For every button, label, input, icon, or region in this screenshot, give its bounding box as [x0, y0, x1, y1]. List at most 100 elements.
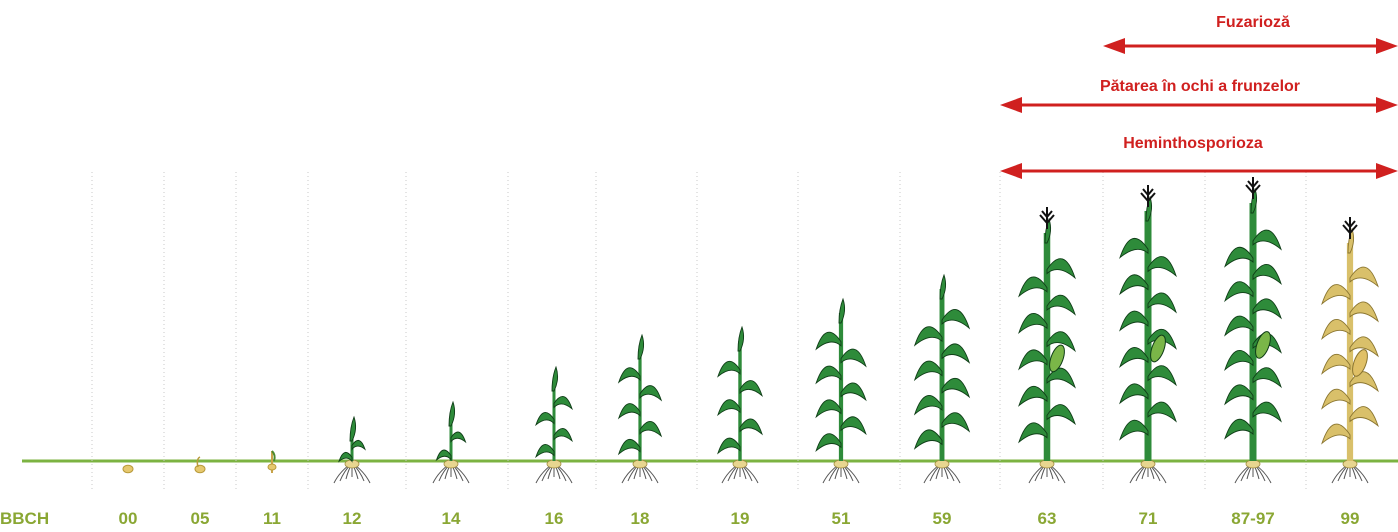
leaf	[271, 450, 276, 462]
seed	[267, 463, 277, 471]
disease-range-arrow	[1103, 38, 1398, 54]
stage-label: 00	[118, 509, 138, 528]
leaf	[717, 437, 741, 455]
stage-label: 63	[1037, 509, 1057, 528]
stage-label: 71	[1138, 509, 1158, 528]
leaf	[1349, 336, 1379, 358]
leaf	[338, 452, 353, 463]
leaf	[840, 382, 867, 402]
disease-label: Heminthosporioza	[1123, 135, 1263, 152]
leaf	[639, 385, 663, 402]
leaf	[450, 431, 467, 444]
tassel	[1342, 217, 1358, 239]
corn-plant-icon	[333, 415, 371, 484]
leaf	[1224, 418, 1254, 440]
top-leaf	[737, 325, 745, 352]
corn-plant-icon	[617, 333, 663, 484]
leaf	[1349, 266, 1379, 288]
leaf	[535, 444, 555, 459]
arrow-head-right	[1376, 163, 1398, 179]
arrow-head-right	[1376, 97, 1398, 113]
leaf	[1224, 281, 1254, 303]
leaf	[1147, 292, 1177, 314]
leaf	[1224, 315, 1254, 337]
leaf	[1018, 386, 1048, 407]
leaf	[1119, 238, 1149, 259]
leaf	[1119, 383, 1149, 405]
leaf	[617, 367, 641, 384]
leaf	[1119, 419, 1149, 441]
corn-plant-icon	[1018, 207, 1076, 484]
leaf	[1252, 298, 1282, 320]
disease-range-arrow	[1000, 163, 1398, 179]
arrow-head-left	[1000, 97, 1022, 113]
top-leaf	[939, 273, 947, 300]
root-crown	[1245, 459, 1261, 469]
leaf	[1119, 310, 1149, 332]
leaf	[435, 449, 452, 462]
leaf	[840, 348, 867, 368]
leaf	[941, 377, 971, 399]
leaf	[1349, 301, 1379, 323]
disease-range-arrow	[1000, 97, 1398, 113]
seed-icon	[122, 464, 134, 474]
top-leaf	[448, 400, 456, 427]
leaf	[1321, 423, 1351, 445]
stage-label: 19	[730, 509, 750, 528]
leaf	[553, 428, 573, 443]
root-crown	[732, 459, 748, 469]
cob	[1255, 331, 1271, 359]
leaf	[617, 403, 641, 420]
stage-label: 12	[342, 509, 362, 528]
leaf	[1147, 256, 1177, 278]
leaf	[913, 429, 943, 450]
sprout-icon	[267, 450, 277, 473]
leaf	[1321, 388, 1351, 410]
leaf	[941, 309, 971, 330]
root-crown	[934, 459, 950, 469]
corn-plant-icon	[717, 325, 763, 484]
arrow-head-left	[1000, 163, 1022, 179]
stage-label: 11	[263, 509, 281, 528]
leaf	[1119, 347, 1149, 369]
leaf	[1147, 401, 1177, 423]
root-crown	[1342, 459, 1358, 469]
stage-label: 99	[1340, 509, 1360, 528]
leaf	[1252, 229, 1282, 251]
cob	[1049, 344, 1065, 373]
leaf	[351, 440, 366, 451]
leaf	[913, 360, 943, 382]
root-crown	[1140, 459, 1156, 469]
leaf	[1349, 406, 1379, 428]
leaf	[1046, 331, 1076, 353]
top-leaf	[551, 365, 559, 392]
leaf	[840, 416, 867, 436]
leaf	[1321, 284, 1351, 306]
disease-label: Pătarea în ochi a frunzelor	[1099, 78, 1301, 95]
leaf	[913, 326, 943, 347]
leaf	[1119, 274, 1149, 296]
leaf	[1018, 313, 1048, 334]
dry-corn-plant-icon	[1321, 217, 1379, 484]
leaf	[1252, 401, 1282, 423]
root-crown	[1039, 459, 1055, 469]
top-leaf	[1347, 227, 1355, 254]
corn-plant-icon	[913, 273, 971, 484]
leaf	[1224, 246, 1254, 268]
leaf	[1224, 384, 1254, 406]
bbch-axis-label: BBCH	[0, 509, 50, 528]
corn-plant-icon	[1224, 177, 1282, 484]
tassel	[1039, 207, 1055, 229]
leaf	[1018, 276, 1048, 298]
tassel	[1140, 185, 1156, 207]
seed-icon	[194, 456, 206, 474]
leaf	[1046, 294, 1076, 316]
leaf	[1252, 264, 1282, 285]
leaf	[1224, 350, 1254, 371]
top-leaf	[1145, 195, 1153, 222]
root-crown	[632, 459, 648, 469]
top-leaf	[637, 333, 645, 360]
leaf	[1321, 353, 1351, 375]
arrow-head-left	[1103, 38, 1125, 54]
